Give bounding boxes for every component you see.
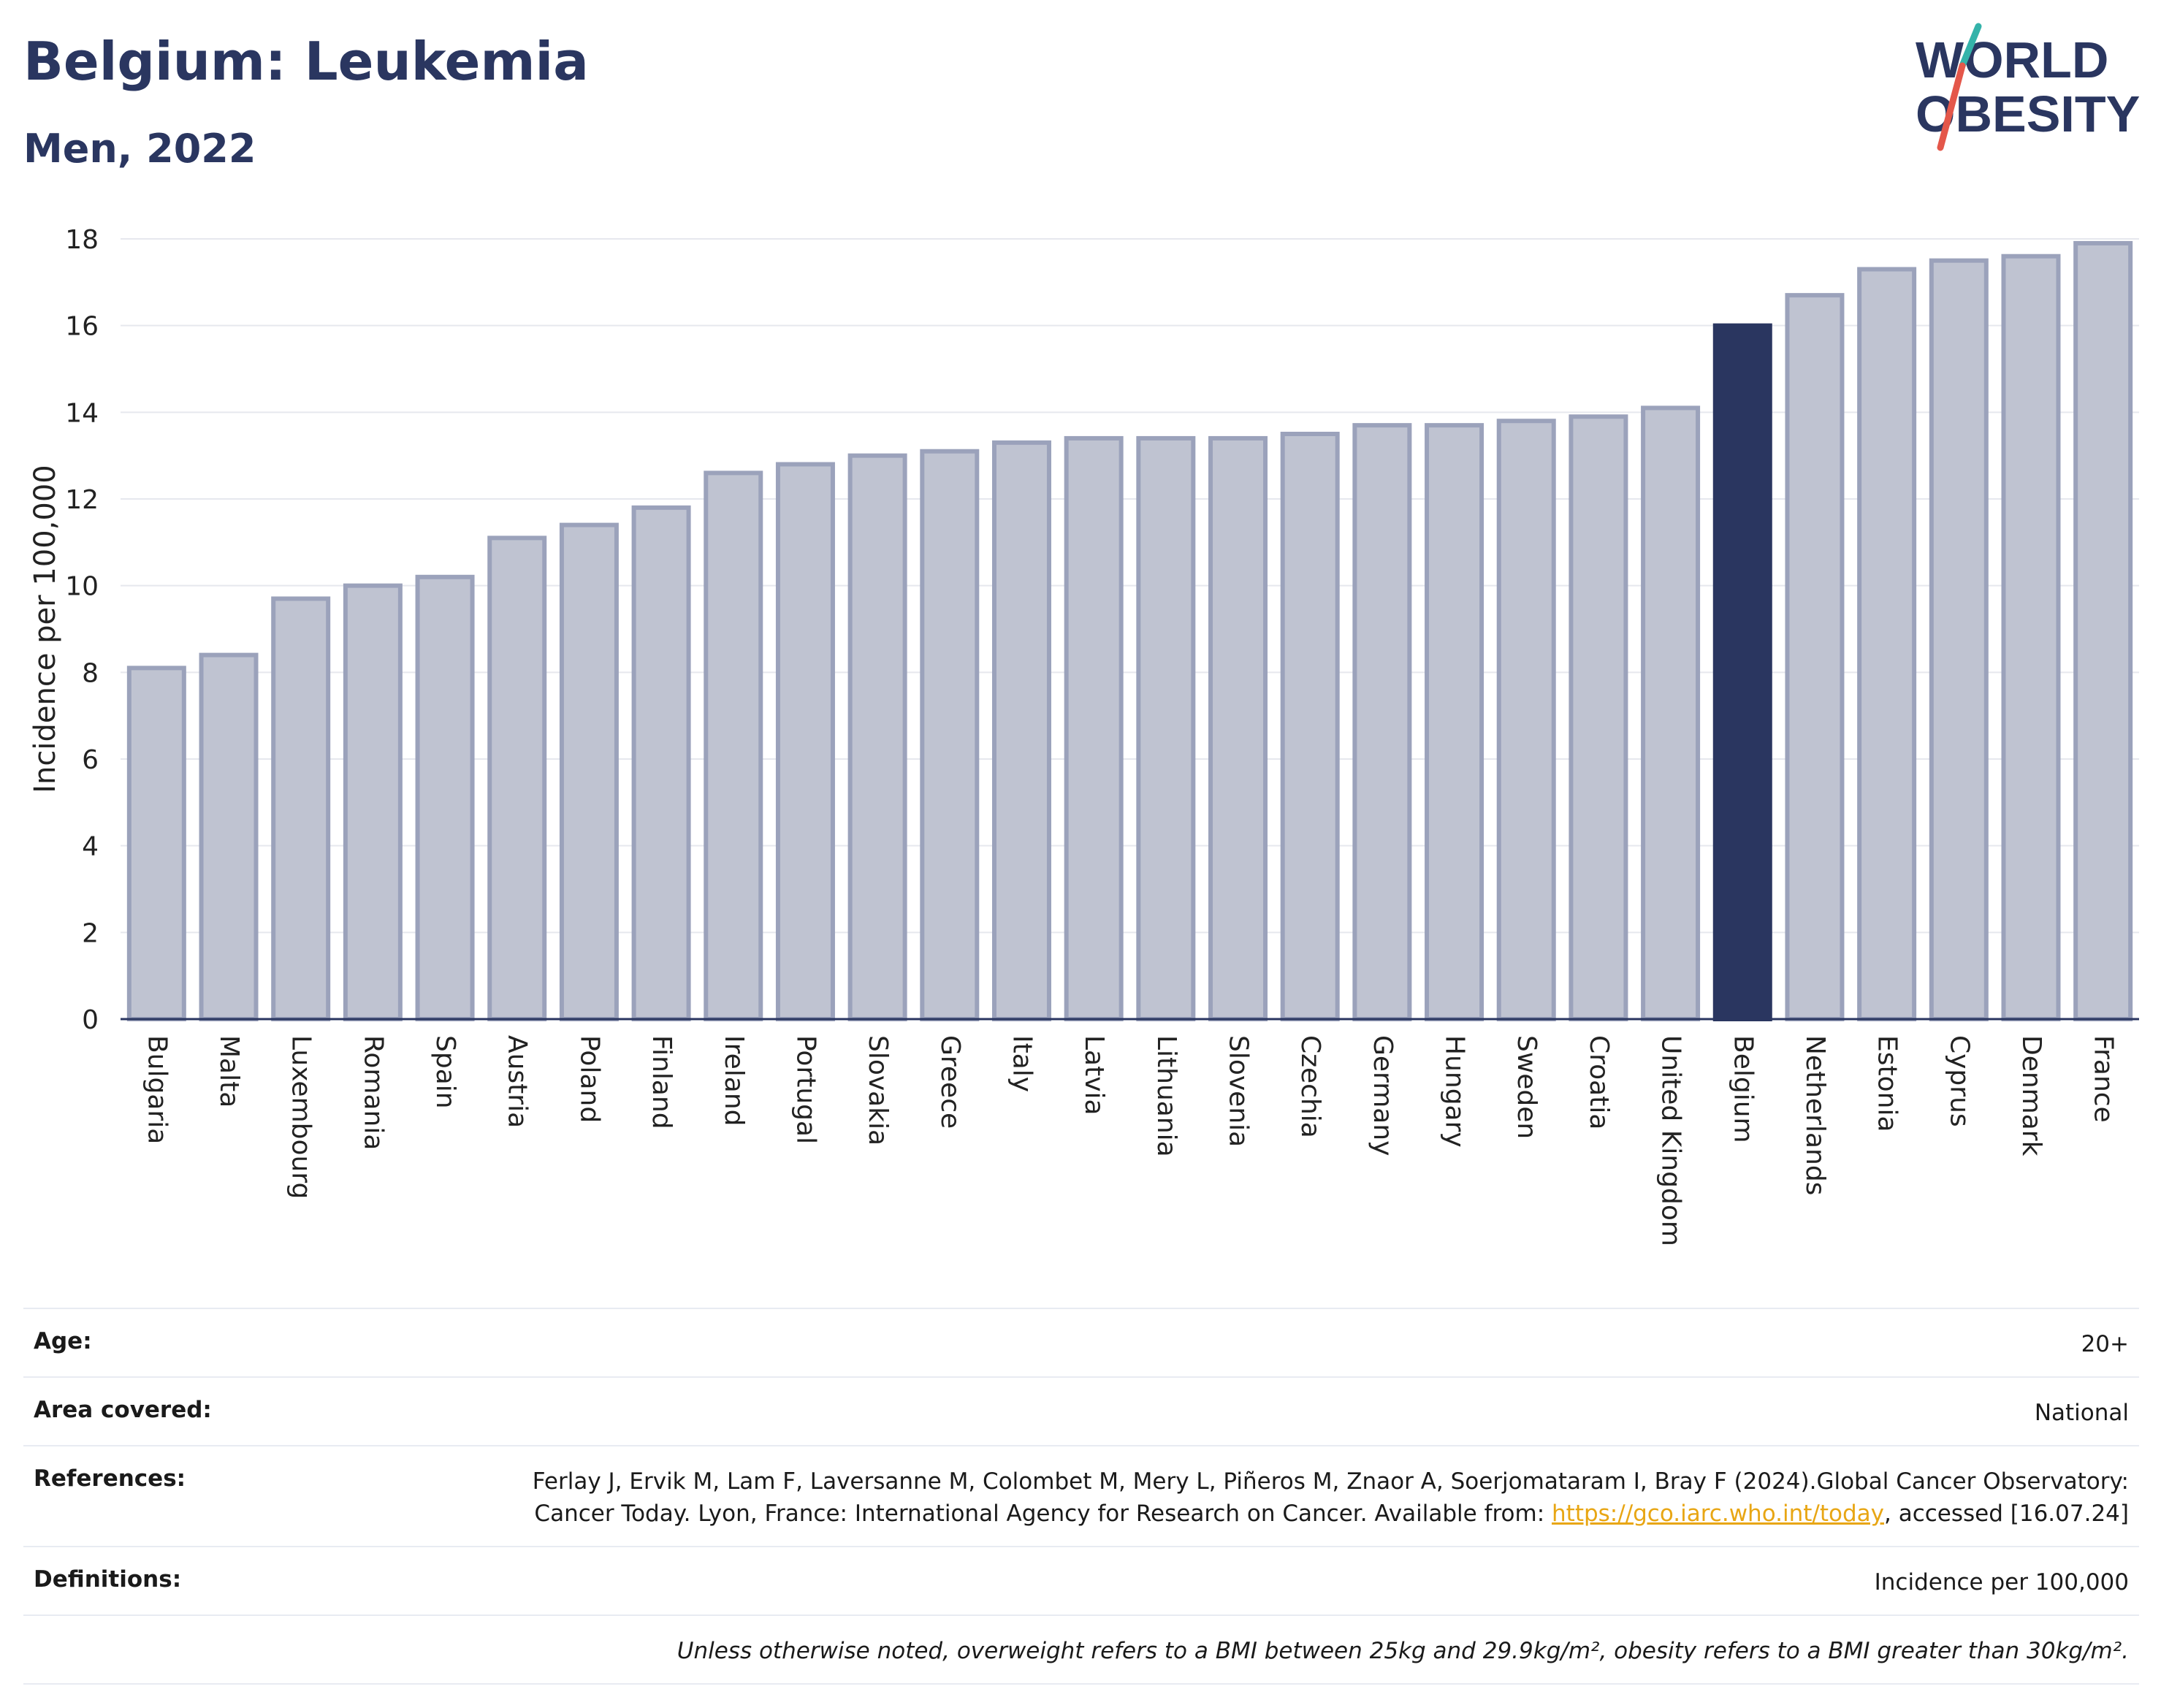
x-tick-label: Luxembourg [286, 1035, 316, 1199]
x-tick-label: Romania [358, 1035, 388, 1150]
bar-spain [415, 574, 475, 1021]
bar-chart: 0 2 4 6 8 10 12 14 16 18 Bulgaria Malta Luxembourg Ro… [28, 225, 2139, 1246]
y-tick-label: 14 [65, 398, 99, 428]
age-value: 20+ [2081, 1331, 2129, 1357]
x-tick-label: Hungary [1440, 1035, 1470, 1148]
logo-text-world: WORLD [1916, 31, 2108, 88]
x-tick-label: Netherlands [1800, 1035, 1830, 1195]
x-tick-label: Estonia [1872, 1035, 1902, 1132]
x-tick-label: Slovakia [863, 1035, 893, 1145]
bar-czechia [1280, 432, 1340, 1021]
x-tick-label: France [2089, 1035, 2119, 1123]
world-obesity-logo: WORLD OBESITY [1916, 23, 2140, 151]
x-tick-label: Czechia [1295, 1035, 1325, 1138]
x-tick-label: Finland [647, 1035, 676, 1129]
references-row: References: Ferlay J, Ervik M, Lam F, La… [23, 1445, 2139, 1546]
bar-finland [631, 505, 691, 1021]
bar-ireland [704, 470, 763, 1021]
bar-greece [920, 449, 980, 1021]
note-row: Unless otherwise noted, overweight refer… [23, 1614, 2139, 1685]
area-value: National [2034, 1400, 2129, 1426]
y-tick-label: 0 [82, 1005, 99, 1035]
bar-luxembourg [271, 596, 331, 1021]
bar-sweden [1496, 419, 1556, 1021]
x-tick-label: Italy [1007, 1035, 1037, 1092]
age-row: Age: 20+ [23, 1308, 2139, 1376]
area-label: Area covered: [34, 1397, 212, 1423]
definitions-row: Definitions: Incidence per 100,000 [23, 1546, 2139, 1614]
y-tick-label: 18 [65, 225, 99, 255]
y-tick-label: 8 [82, 658, 99, 688]
bmi-note: Unless otherwise noted, overweight refer… [676, 1638, 2129, 1664]
logo-slash-red [1937, 62, 1966, 151]
bar-italy [991, 440, 1051, 1021]
bar-latvia [1064, 435, 1124, 1021]
definitions-value: Incidence per 100,000 [1874, 1569, 2129, 1595]
page-title: Belgium: Leukemia [23, 31, 589, 92]
x-tick-label: Denmark [2016, 1035, 2046, 1156]
references-tail: , accessed [16.07.24] [1883, 1501, 2129, 1527]
bar-netherlands [1785, 293, 1845, 1021]
bar-portugal [775, 462, 835, 1021]
bar-slovakia [847, 453, 907, 1021]
bar-hungary [1425, 423, 1485, 1021]
bar-austria [487, 535, 547, 1021]
x-tick-label: Slovenia [1224, 1035, 1254, 1147]
info-table: Age: 20+ Area covered: National Referenc… [23, 1308, 2139, 1685]
definitions-label: Definitions: [34, 1566, 182, 1593]
y-tick-label: 4 [82, 832, 99, 862]
page-subtitle: Men, 2022 [23, 126, 256, 172]
bar-united-kingdom [1641, 405, 1701, 1021]
x-tick-label: Malta [214, 1035, 244, 1107]
x-tick-label: United Kingdom [1656, 1035, 1686, 1246]
x-tick-label: Germany [1368, 1035, 1398, 1156]
references-value: Ferlay J, Ervik M, Lam F, Laversanne M, … [449, 1465, 2129, 1530]
bar-slovenia [1208, 435, 1268, 1021]
bar-denmark [2001, 253, 2061, 1022]
area-row: Area covered: National [23, 1376, 2139, 1445]
bar-france [2073, 240, 2133, 1021]
x-tick-label: Sweden [1512, 1035, 1541, 1139]
references-label: References: [34, 1465, 186, 1492]
x-tick-label: Spain [430, 1035, 460, 1109]
y-tick-label: 2 [82, 918, 99, 948]
bar-malta [199, 652, 259, 1021]
bar-cyprus [1929, 258, 1989, 1022]
y-tick-label: 12 [65, 485, 99, 515]
age-label: Age: [34, 1328, 92, 1354]
logo-slash-teal [1959, 23, 1982, 69]
x-tick-label: Austria [503, 1035, 533, 1128]
x-tick-label: Latvia [1079, 1035, 1109, 1116]
bar-germany [1352, 423, 1412, 1021]
y-axis-label: Incidence per 100,000 [28, 465, 62, 793]
bar-estonia [1857, 267, 1917, 1021]
x-tick-label: Croatia [1584, 1035, 1614, 1129]
bar-croatia [1569, 414, 1628, 1021]
bar-poland [559, 522, 619, 1021]
bar-romania [343, 583, 403, 1021]
x-tick-label: Lithuania [1151, 1035, 1181, 1157]
x-tick-label: Belgium [1728, 1035, 1758, 1143]
bar-lithuania [1136, 435, 1196, 1021]
x-tick-label: Poland [574, 1035, 604, 1123]
x-tick-label: Greece [935, 1035, 965, 1129]
y-tick-label: 10 [65, 572, 99, 602]
x-tick-label: Ireland [719, 1035, 749, 1126]
references-link[interactable]: https://gco.iarc.who.int/today [1552, 1501, 1884, 1527]
references-text: Ferlay J, Ervik M, Lam F, Laversanne M, … [532, 1468, 2129, 1527]
bar-belgium [1712, 323, 1772, 1021]
y-tick-label: 16 [65, 312, 99, 342]
x-tick-label: Cyprus [1944, 1035, 1974, 1127]
x-tick-label: Bulgaria [142, 1035, 172, 1144]
y-tick-label: 6 [82, 745, 99, 775]
bar-bulgaria [126, 666, 186, 1022]
x-tick-label: Portugal [790, 1035, 820, 1144]
